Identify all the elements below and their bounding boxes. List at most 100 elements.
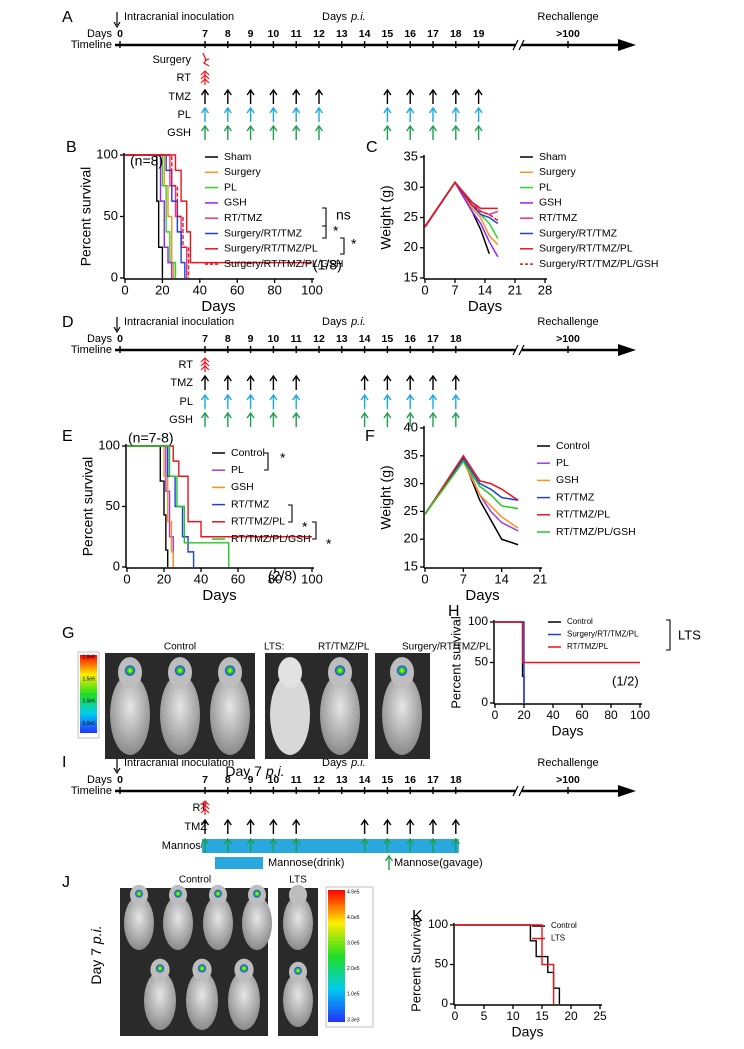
x-tick-label: 40 bbox=[194, 571, 208, 586]
treatment-arrow bbox=[314, 124, 324, 140]
row-label: Mannose bbox=[162, 840, 207, 852]
image-caption: Control bbox=[179, 875, 211, 886]
y-tick-label: 15 bbox=[404, 558, 418, 573]
timeline-tick-label: 17 bbox=[427, 774, 439, 786]
y-tick-label: 0 bbox=[481, 695, 488, 709]
mouse bbox=[160, 657, 200, 755]
row-label: RT bbox=[177, 72, 192, 84]
x-tick-label: 10 bbox=[506, 1009, 520, 1023]
legend-text: LTS bbox=[551, 934, 565, 943]
signal-spot bbox=[124, 665, 136, 676]
y-tick-label: 0 bbox=[111, 269, 118, 284]
footer-text: Day 7 bbox=[88, 948, 104, 985]
arrow-head bbox=[269, 411, 278, 419]
axis-break bbox=[512, 785, 519, 797]
x-tick-label: 60 bbox=[575, 708, 589, 722]
axis-break bbox=[516, 345, 522, 355]
legend-arrow bbox=[384, 854, 394, 870]
timeline-tick-label: 18 bbox=[450, 333, 462, 345]
arrow-head bbox=[246, 374, 255, 382]
legend-text: Mannose(gavage) bbox=[394, 857, 483, 869]
bracket bbox=[322, 225, 327, 239]
arrow-head bbox=[451, 106, 460, 114]
row-label: PL bbox=[180, 396, 193, 408]
timeline-arrowhead bbox=[618, 785, 636, 797]
survival-curve bbox=[125, 154, 190, 278]
annotation: * bbox=[351, 236, 357, 252]
treatment-arrow bbox=[451, 374, 460, 390]
arrow-head bbox=[451, 837, 460, 845]
arrow-head bbox=[200, 818, 210, 826]
arrow-head bbox=[428, 106, 438, 114]
arrow-head bbox=[451, 411, 460, 419]
survival-curve bbox=[125, 154, 177, 278]
y-tick-label: 50 bbox=[106, 498, 120, 513]
x-tick-label: 100 bbox=[301, 282, 323, 297]
timeline-tick-label: 15 bbox=[382, 774, 394, 786]
mouse-body bbox=[210, 674, 250, 755]
treatment-arrow bbox=[269, 837, 278, 853]
x-tick-label: 25 bbox=[593, 1009, 607, 1023]
treatment-arrow bbox=[246, 393, 255, 409]
arrow-head bbox=[360, 818, 369, 826]
treatment-arrow bbox=[451, 411, 460, 427]
timeline-tick-label: 9 bbox=[248, 333, 254, 345]
timeline-tick-label: 12 bbox=[313, 333, 325, 345]
x-tick-label: 0 bbox=[121, 282, 128, 297]
center-title-italic: p.i. bbox=[350, 316, 366, 328]
treatment-arrow bbox=[406, 88, 415, 104]
colorbar bbox=[328, 890, 345, 1022]
timeline-tick-label: 7 bbox=[202, 333, 208, 345]
x-tick-label: 80 bbox=[604, 708, 618, 722]
legend-text: RT/TMZ bbox=[231, 498, 270, 510]
mouse-head bbox=[289, 884, 307, 906]
mouse bbox=[242, 884, 272, 950]
treatment-arrow bbox=[200, 837, 210, 853]
x-tick-label: 0 bbox=[452, 1009, 459, 1023]
x-tick-label: 80 bbox=[268, 571, 282, 586]
arrow-head bbox=[428, 818, 438, 826]
arrow-head bbox=[223, 124, 232, 132]
arrow-head bbox=[223, 106, 232, 114]
treatment-arrow bbox=[451, 837, 460, 853]
inoculation-arrowhead bbox=[113, 326, 121, 334]
arrow-head bbox=[200, 124, 210, 132]
timeline-tick-label: 17 bbox=[427, 333, 439, 345]
timeline-tick-label: 8 bbox=[225, 333, 231, 345]
timeline-tick-label: 12 bbox=[313, 774, 325, 786]
arrow-head bbox=[428, 837, 438, 845]
row-label: Surgery bbox=[152, 54, 191, 66]
treatment-arrow bbox=[451, 393, 460, 409]
treatment-arrow bbox=[269, 124, 278, 140]
treatment-arrow bbox=[428, 124, 438, 140]
colorbar-label: 1.5e6 bbox=[82, 677, 95, 683]
treatment-arrow bbox=[200, 88, 210, 104]
center-title-italic: p.i. bbox=[350, 11, 366, 23]
legend-text: RT/TMZ/PL bbox=[567, 642, 609, 651]
arrow-head bbox=[269, 393, 278, 401]
mouse-body bbox=[320, 674, 360, 755]
panel-label: A bbox=[62, 9, 73, 26]
arrow-head bbox=[406, 837, 415, 845]
y-tick-label: 0 bbox=[113, 558, 120, 573]
treatment-arrow bbox=[428, 374, 438, 390]
x-axis-title: Days bbox=[465, 587, 499, 604]
treatment-arrow bbox=[428, 411, 438, 427]
x-tick-label: 21 bbox=[508, 282, 522, 297]
arrow-head bbox=[292, 411, 301, 419]
surgery-icon bbox=[202, 52, 210, 67]
mouse-body bbox=[242, 896, 272, 950]
treatment-arrow bbox=[223, 124, 232, 140]
weight-line bbox=[424, 457, 519, 515]
treatment-arrow bbox=[292, 374, 301, 390]
timeline-tick-label: 12 bbox=[313, 28, 325, 40]
treatment-arrow bbox=[314, 88, 324, 104]
arrow-head bbox=[200, 374, 210, 382]
arrow-head bbox=[269, 124, 278, 132]
treatment-arrow bbox=[223, 88, 232, 104]
arrow-head bbox=[406, 818, 415, 826]
legend-text: Control bbox=[231, 447, 265, 459]
arrow-head bbox=[200, 808, 210, 814]
survival-curve bbox=[455, 924, 561, 1004]
arrow-head bbox=[269, 818, 278, 826]
